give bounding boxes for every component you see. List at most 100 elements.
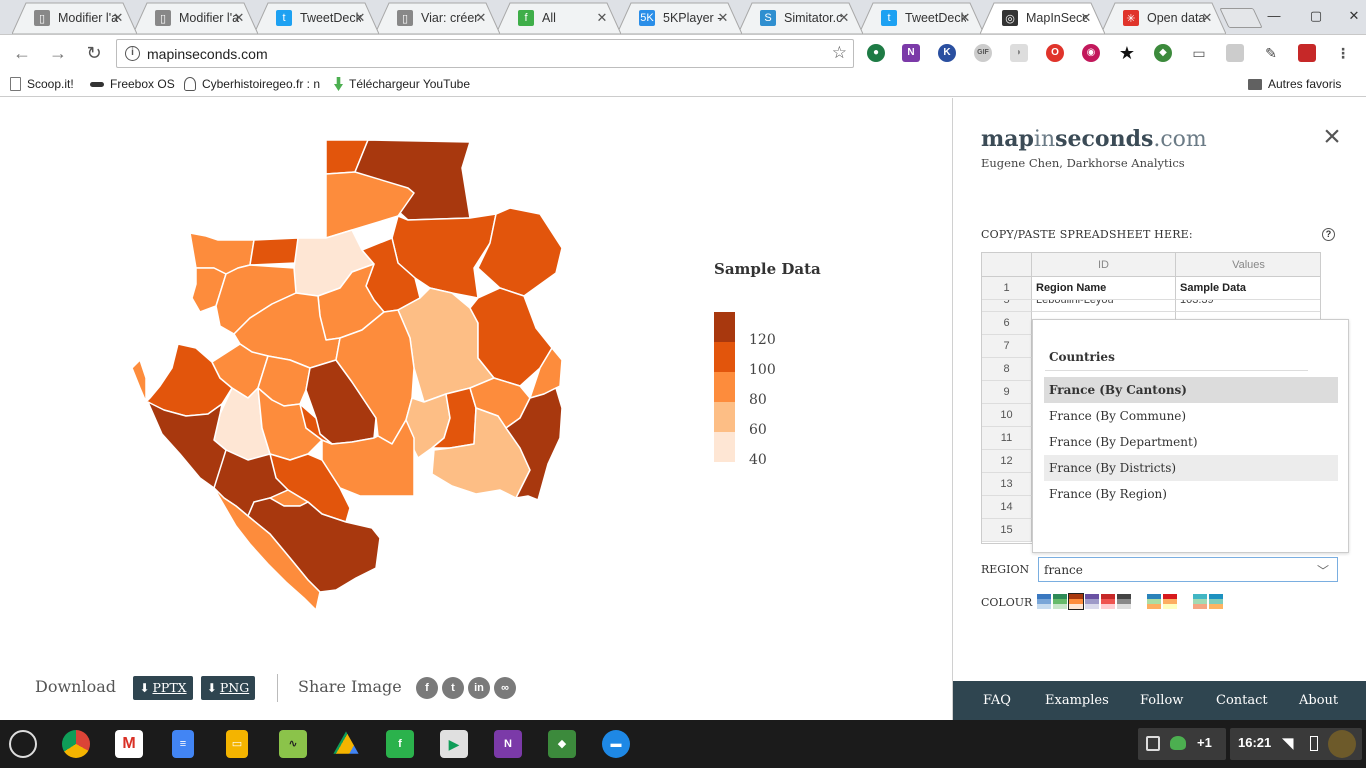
turtle-app-icon[interactable]: ◆ — [548, 730, 576, 758]
palette-green[interactable] — [1053, 594, 1067, 609]
gif-extension-icon[interactable]: GIF — [974, 44, 992, 62]
other-bookmarks[interactable]: Autres favoris — [1248, 75, 1341, 93]
close-tab-icon[interactable]: ✕ — [233, 10, 245, 25]
grey-extension-icon[interactable] — [1226, 44, 1244, 62]
onenote-icon[interactable]: N — [494, 730, 522, 758]
site-info-icon[interactable]: i — [125, 46, 140, 61]
tab[interactable]: f All ✕ — [496, 2, 621, 34]
close-tab-icon[interactable]: ✕ — [596, 10, 608, 25]
tab[interactable]: t TweetDeck ✕ — [859, 2, 984, 34]
play-store-icon[interactable]: ▶ — [440, 730, 468, 758]
close-tab-icon[interactable]: ✕ — [112, 10, 124, 25]
dropdown-option[interactable]: France (By Cantons) — [1044, 377, 1338, 403]
region-select-input[interactable]: france ﹀ — [1038, 557, 1338, 582]
facebook-icon[interactable]: f — [416, 677, 438, 699]
feedly-icon[interactable]: f — [386, 730, 414, 758]
tab[interactable]: ◎ MapInSeco ✕ — [980, 2, 1105, 34]
close-tab-icon[interactable]: ✕ — [838, 10, 850, 25]
sheet-cell[interactable]: Sample Data — [1176, 277, 1320, 300]
sheet-col-id[interactable]: ID — [1032, 253, 1176, 277]
launcher-icon[interactable] — [9, 730, 37, 758]
close-tab-icon[interactable]: ✕ — [959, 10, 971, 25]
tab[interactable]: ✳ Open data ✕ — [1101, 2, 1226, 34]
tab[interactable]: t TweetDeck ✕ — [254, 2, 379, 34]
cast-icon[interactable]: ▭ — [1190, 44, 1208, 62]
download-png-button[interactable]: ⬇ PNG — [201, 676, 255, 700]
footer-link-examples[interactable]: Examples — [1045, 693, 1109, 708]
bookmark-youtube-downloader[interactable]: Téléchargeur YouTube — [334, 75, 470, 93]
minimize-button[interactable]: — — [1267, 8, 1281, 23]
link-icon[interactable]: ∞ — [494, 677, 516, 699]
back-button[interactable]: ← — [13, 43, 31, 63]
tab[interactable]: 5K 5KPlayer - ✕ — [617, 2, 742, 34]
star-extension-icon[interactable]: ★ — [1118, 43, 1136, 63]
footer-link-contact[interactable]: Contact — [1216, 693, 1268, 708]
palette-teal[interactable] — [1193, 594, 1207, 609]
tab[interactable]: ▯ Modifier l'a ✕ — [12, 2, 137, 34]
status-tray[interactable]: ◥ — [1230, 728, 1362, 760]
gabon-choropleth-map[interactable] — [0, 98, 952, 720]
region-input-value[interactable]: france — [1044, 563, 1083, 577]
extension-green-icon[interactable]: ● — [867, 44, 885, 62]
footer-link-follow[interactable]: Follow — [1140, 693, 1184, 708]
dropdown-option[interactable]: France (By Commune) — [1049, 409, 1187, 423]
close-tab-icon[interactable]: ✕ — [475, 10, 487, 25]
close-tab-icon[interactable]: ✕ — [1080, 10, 1092, 25]
palette-teal-2[interactable] — [1209, 594, 1223, 609]
red-book-extension-icon[interactable] — [1298, 44, 1316, 62]
footer-link-about[interactable]: About — [1299, 693, 1339, 708]
forward-button[interactable]: → — [49, 43, 67, 63]
rss-icon[interactable]: ◗ — [1010, 44, 1028, 62]
palette-grey[interactable] — [1117, 594, 1131, 609]
footer-link-faq[interactable]: FAQ — [983, 693, 1011, 708]
tab[interactable]: ▯ Modifier l'a ✕ — [133, 2, 258, 34]
google-slides-icon[interactable]: ▭ — [226, 730, 248, 758]
download-pptx-button[interactable]: ⬇ PPTX — [133, 676, 193, 700]
palette-orange-selected[interactable] — [1068, 593, 1084, 610]
close-panel-icon[interactable]: × — [1323, 120, 1341, 153]
gmail-icon[interactable]: M — [115, 730, 143, 758]
sheet-cell[interactable]: Lebouiini-Leyou — [1032, 300, 1176, 312]
address-url[interactable]: mapinseconds.com — [147, 46, 268, 62]
palette-diverging-red-yellow[interactable] — [1163, 594, 1177, 609]
notification-tray[interactable] — [1138, 728, 1226, 760]
dropdown-option[interactable]: France (By Department) — [1049, 435, 1198, 449]
tab[interactable]: S Simitator.c ✕ — [738, 2, 863, 34]
close-tab-icon[interactable]: ✕ — [717, 10, 729, 25]
google-drive-icon[interactable] — [333, 731, 359, 754]
menu-icon[interactable]: ⋮ — [1334, 44, 1352, 62]
files-icon[interactable]: ▬ — [602, 730, 630, 758]
graph-app-icon[interactable]: ∿ — [279, 730, 307, 758]
turtle-extension-icon[interactable]: ◆ — [1154, 44, 1172, 62]
pen-extension-icon[interactable]: ✎ — [1262, 44, 1280, 62]
reload-button[interactable]: ↻ — [86, 43, 102, 63]
twitter-icon[interactable]: t — [442, 677, 464, 699]
palette-red[interactable] — [1101, 594, 1115, 609]
maximize-button[interactable]: ▢ — [1309, 8, 1323, 23]
palette-diverging-blue-yellow[interactable] — [1147, 594, 1161, 609]
palette-purple[interactable] — [1085, 594, 1099, 609]
tab[interactable]: ▯ Viar: créer ✕ — [375, 2, 500, 34]
opera-icon[interactable]: O — [1046, 44, 1064, 62]
close-window-button[interactable]: ✕ — [1348, 8, 1360, 23]
sheet-col-values[interactable]: Values — [1176, 253, 1320, 277]
close-tab-icon[interactable]: ✕ — [354, 10, 366, 25]
address-bar[interactable]: i mapinseconds.com ☆ — [116, 39, 854, 68]
bookmark-freebox[interactable]: Freebox OS — [90, 75, 175, 93]
onenote-icon[interactable]: N — [902, 44, 920, 62]
palette-blue[interactable] — [1037, 594, 1051, 609]
dropdown-option[interactable]: France (By Districts) — [1044, 455, 1338, 481]
close-tab-icon[interactable]: ✕ — [1201, 10, 1213, 25]
dropdown-option[interactable]: France (By Region) — [1049, 487, 1167, 501]
linkedin-icon[interactable]: in — [468, 677, 490, 699]
bookmark-scoopit[interactable]: Scoop.it! — [10, 75, 74, 93]
sheet-cell[interactable]: 103.39 — [1176, 300, 1320, 312]
help-icon[interactable]: ? — [1322, 228, 1335, 241]
bookmark-cyberhistoire[interactable]: Cyberhistoiregeo.fr : n — [184, 75, 320, 93]
k-extension-icon[interactable]: K — [938, 44, 956, 62]
chrome-icon[interactable] — [62, 730, 90, 758]
google-docs-icon[interactable]: ≡ — [172, 730, 194, 758]
chevron-down-icon[interactable]: ﹀ — [1316, 564, 1329, 578]
pink-extension-icon[interactable]: ◉ — [1082, 44, 1100, 62]
bookmark-star-icon[interactable]: ☆ — [831, 43, 847, 62]
